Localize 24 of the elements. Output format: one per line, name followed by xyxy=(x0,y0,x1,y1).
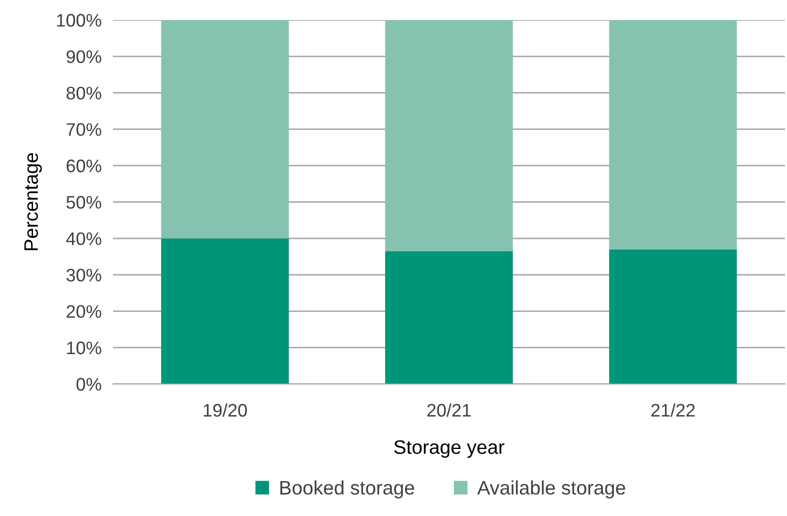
x-tick-label: 20/21 xyxy=(427,403,471,417)
y-tick-label: 80% xyxy=(66,86,102,100)
y-axis-title: Percentage xyxy=(24,153,42,250)
x-tick-label: 19/20 xyxy=(204,403,247,417)
y-tick-label: 90% xyxy=(66,50,102,64)
y-tick-label: 50% xyxy=(66,196,102,209)
legend-label: Available storage xyxy=(477,480,626,498)
x-axis-title: Storage year xyxy=(394,440,504,458)
bar xyxy=(161,238,289,384)
bar xyxy=(609,249,737,384)
y-tick-label: 0% xyxy=(76,378,102,391)
y-tick-label: 100% xyxy=(57,14,102,27)
y-tick-label: 70% xyxy=(66,123,102,136)
y-tick-label: 30% xyxy=(66,268,102,282)
y-tick-label: 60% xyxy=(66,160,102,172)
y-tick-label: 40% xyxy=(66,232,102,246)
y-tick-label: 10% xyxy=(67,342,102,354)
x-tick-label: 21/22 xyxy=(651,403,695,417)
bar xyxy=(609,20,737,250)
y-tick-label: 20% xyxy=(66,305,102,318)
bar xyxy=(385,20,513,252)
bar xyxy=(385,251,513,384)
bar xyxy=(161,20,289,238)
legend-label: Booked storage xyxy=(280,480,414,498)
